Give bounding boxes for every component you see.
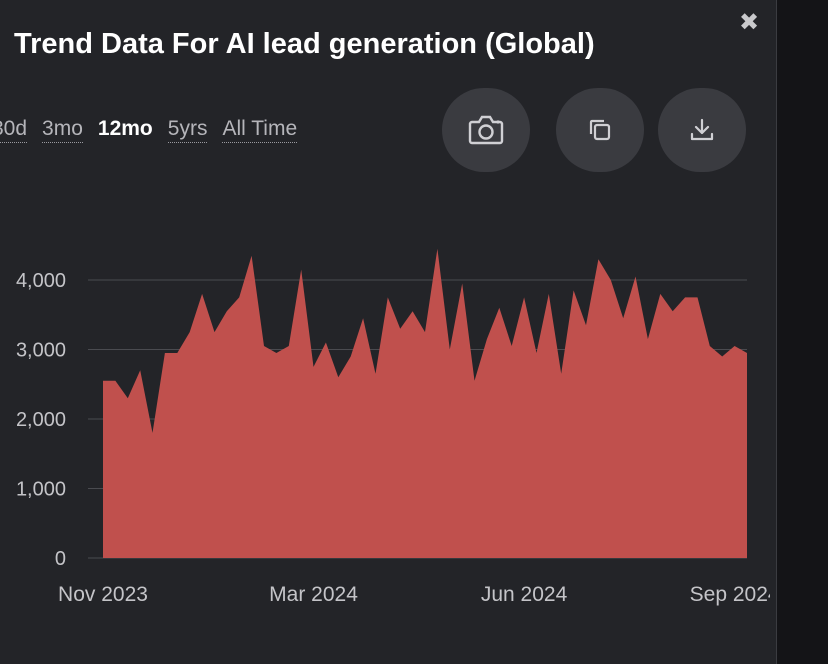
range-5yrs[interactable]: 5yrs (167, 117, 208, 143)
screenshot-button[interactable] (442, 88, 530, 172)
y-tick-label: 3,000 (16, 340, 66, 362)
area-series (103, 248, 747, 558)
y-tick-label: 2,000 (16, 409, 66, 431)
trend-panel: Trend Data For AI lead generation (Globa… (0, 0, 777, 664)
x-axis-ticks: Nov 2023 Mar 2024 Jun 2024 Sep 2024 (58, 583, 770, 606)
download-button[interactable] (658, 88, 746, 172)
copy-icon (589, 119, 611, 141)
close-icon[interactable]: ✖ (738, 9, 760, 36)
y-axis-ticks: 0 1,000 2,000 3,000 4,000 (16, 270, 66, 570)
range-30d[interactable]: 30d (0, 117, 28, 143)
download-icon (690, 118, 714, 141)
y-tick-label: 0 (55, 548, 66, 570)
range-3mo[interactable]: 3mo (42, 117, 83, 143)
camera-icon (468, 115, 504, 145)
x-tick-label: Mar 2024 (269, 583, 358, 606)
chart-title: Trend Data For AI lead generation (Globa… (14, 28, 595, 60)
time-range-selector: 30d 3mo 12mo 5yrs All Time (0, 117, 298, 143)
copy-button[interactable] (556, 88, 644, 172)
y-tick-label: 1,000 (16, 479, 66, 501)
background-strip (777, 0, 828, 664)
trend-chart: 0 1,000 2,000 3,000 4,000 Nov 2023 Mar 2024 Ju… (16, 248, 770, 606)
range-12mo[interactable]: 12mo (97, 117, 153, 140)
trend-area (103, 248, 747, 558)
x-tick-label: Jun 2024 (481, 583, 568, 606)
y-tick-label: 4,000 (16, 270, 66, 292)
x-tick-label: Sep 2024 (690, 583, 770, 606)
range-all-time[interactable]: All Time (222, 117, 298, 143)
x-tick-label: Nov 2023 (58, 583, 148, 606)
